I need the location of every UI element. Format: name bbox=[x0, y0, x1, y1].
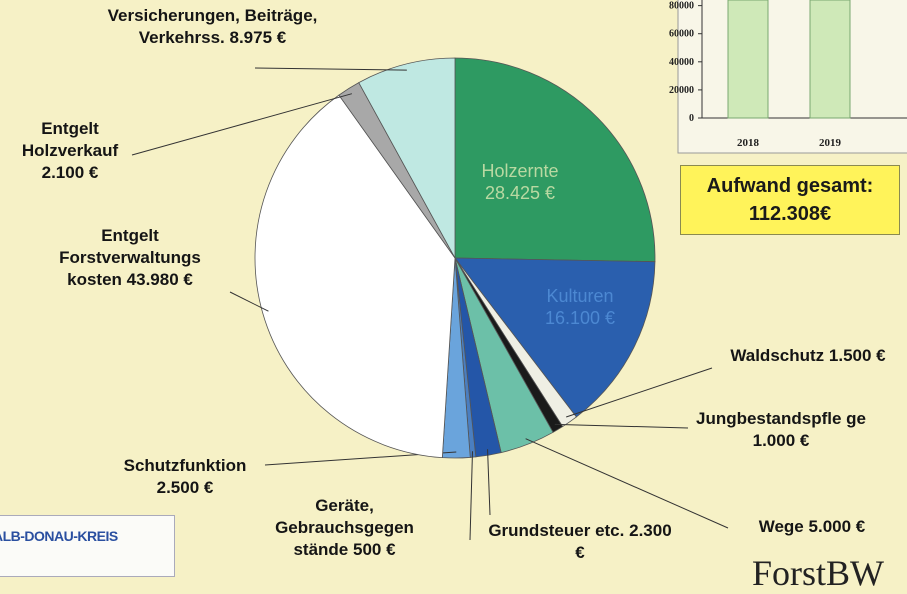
total-value: 112.308€ bbox=[748, 203, 832, 225]
slice-name: Grundsteuer etc. bbox=[488, 521, 625, 540]
leader-line bbox=[254, 67, 407, 71]
slice-name: Geräte, Gebrauchsgegen stände bbox=[275, 496, 414, 559]
slice-name: Kulturen bbox=[546, 286, 614, 306]
logo-text: ALB-DONAU-KREIS bbox=[0, 528, 118, 544]
slice-name: Holzernte bbox=[481, 161, 559, 181]
slice-name: Entgelt Holzverkauf bbox=[21, 119, 119, 160]
slice-label: Versicherungen, Beiträge, Verkehrss. 8.9… bbox=[95, 5, 330, 49]
slice-label: Schutzfunktion 2.500 € bbox=[100, 455, 270, 499]
chart: 0 20000 40000 60000 80000 2018 2019 bbox=[131, 0, 907, 541]
leader-line bbox=[487, 449, 491, 516]
slice-name: Schutzfunktion bbox=[123, 456, 247, 475]
y-tick-label: 0 bbox=[689, 113, 694, 124]
slice-value: 2.100 € bbox=[41, 163, 99, 182]
slice-label: Entgelt Forstverwaltungs kosten 43.980 € bbox=[40, 225, 220, 291]
logo: ALB-DONAU-KREIS bbox=[0, 515, 175, 577]
slice-value: 28.425 € bbox=[484, 183, 556, 203]
brand: ForstBW bbox=[752, 553, 885, 593]
pie-slice bbox=[358, 57, 456, 259]
y-tick-label: 40000 bbox=[669, 57, 694, 68]
pie-slice bbox=[454, 57, 656, 263]
total-label: Aufwand gesamt: bbox=[706, 175, 874, 197]
slice-label: Grundsteuer etc. 2.300 € bbox=[485, 520, 675, 564]
slice-name: Versicherungen, Beiträge, Verkehrss. bbox=[107, 6, 318, 47]
slice-value: 1.500 € bbox=[828, 346, 886, 365]
slice-value: 8.975 € bbox=[229, 28, 287, 47]
x-tick-label: 2019 bbox=[819, 137, 842, 149]
slice-label: Kulturen 16.100 € bbox=[520, 285, 640, 329]
slice-label: Holzernte 28.425 € bbox=[455, 160, 585, 204]
y-tick-label: 80000 bbox=[669, 1, 694, 12]
slice-label: Waldschutz 1.500 € bbox=[712, 345, 904, 367]
slice-label: Wege 5.000 € bbox=[732, 516, 892, 538]
x-tick-label: 2018 bbox=[737, 137, 760, 149]
slice-value: 500 € bbox=[352, 540, 396, 559]
slice-name: Wege bbox=[758, 517, 804, 536]
y-tick-label: 20000 bbox=[669, 85, 694, 96]
slice-value: 2.500 € bbox=[156, 478, 214, 497]
leader-line bbox=[554, 423, 689, 429]
bar bbox=[727, 0, 769, 119]
slice-value: 2.300 € bbox=[575, 521, 672, 562]
slice-value: 5.000 € bbox=[808, 517, 866, 536]
bar bbox=[809, 0, 851, 119]
leader-line bbox=[131, 93, 353, 156]
slice-value: 16.100 € bbox=[544, 308, 616, 328]
bar-panel bbox=[677, 0, 907, 154]
total-box: Aufwand gesamt: 112.308€ bbox=[680, 165, 900, 235]
slice-label: Entgelt Holzverkauf 2.100 € bbox=[10, 118, 130, 184]
slice-label: Geräte, Gebrauchsgegen stände 500 € bbox=[262, 495, 427, 561]
y-tick-label: 60000 bbox=[669, 29, 694, 40]
slice-value: 1.000 € bbox=[752, 431, 810, 450]
pie-slice bbox=[454, 257, 656, 418]
slice-name: Entgelt Forstverwaltungs kosten bbox=[59, 226, 201, 289]
leader-line bbox=[566, 367, 713, 418]
slice-name: Waldschutz bbox=[730, 346, 825, 365]
pie-slice bbox=[254, 94, 456, 459]
leader-line bbox=[525, 438, 729, 529]
slice-label: Jungbestandspfle ge 1.000 € bbox=[686, 408, 876, 452]
slice-name: Jungbestandspfle ge bbox=[695, 409, 867, 428]
leader-line bbox=[229, 291, 269, 312]
leader-line bbox=[469, 451, 473, 541]
slice-value: 43.980 € bbox=[126, 270, 193, 289]
